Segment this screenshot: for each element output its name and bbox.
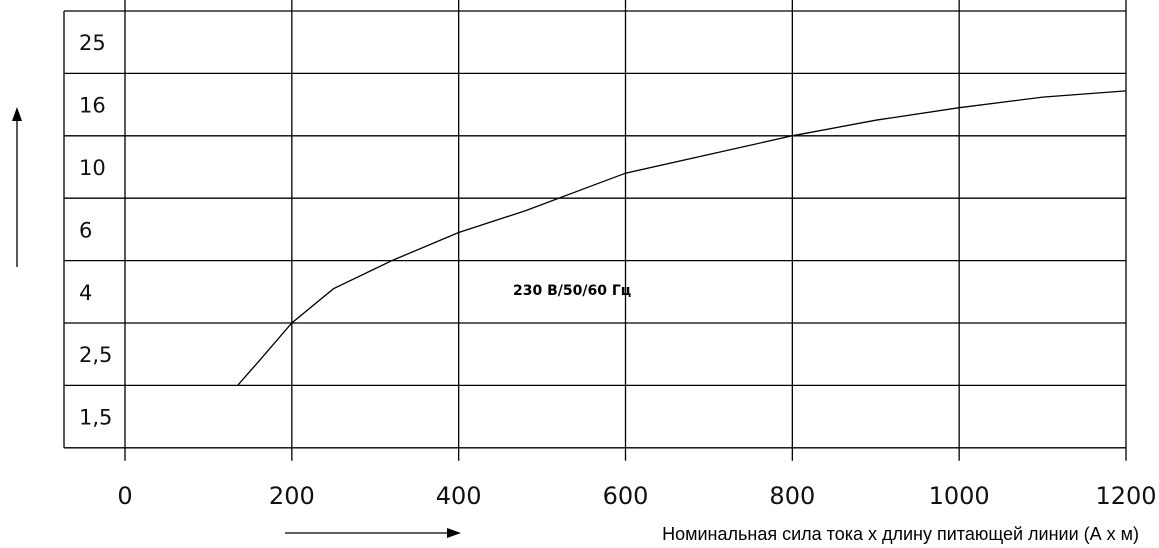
y-tick-label: 10 bbox=[79, 156, 106, 180]
y-tick-label: 2,5 bbox=[79, 343, 112, 367]
x-tick-label: 200 bbox=[269, 482, 315, 510]
y-tick-label: 1,5 bbox=[79, 406, 112, 430]
x-tick-label: 1000 bbox=[929, 482, 990, 510]
y-tick-label: 16 bbox=[79, 94, 106, 118]
x-tick-label: 1200 bbox=[1095, 482, 1156, 510]
x-tick-label: 800 bbox=[769, 482, 815, 510]
x-tick-label: 400 bbox=[436, 482, 482, 510]
curve-annotation: 230 В/50/60 Гц bbox=[513, 283, 631, 299]
x-axis-label: Номинальная сила тока x длину питающей л… bbox=[662, 524, 1139, 544]
x-tick-labels: 0 200 400 600 800 1000 1200 bbox=[117, 482, 1156, 510]
x-axis-arrow bbox=[285, 528, 461, 538]
x-tick-label: 0 bbox=[117, 482, 132, 510]
grid bbox=[63, 0, 1127, 461]
y-tick-labels: 1,5 2,5 4 6 10 16 25 bbox=[79, 31, 112, 429]
y-tick-label: 25 bbox=[79, 31, 106, 55]
y-tick-label: 4 bbox=[79, 281, 92, 305]
y-axis-arrow bbox=[12, 107, 22, 267]
series-line bbox=[237, 90, 1127, 386]
x-tick-label: 600 bbox=[603, 482, 649, 510]
y-tick-label: 6 bbox=[79, 218, 92, 242]
